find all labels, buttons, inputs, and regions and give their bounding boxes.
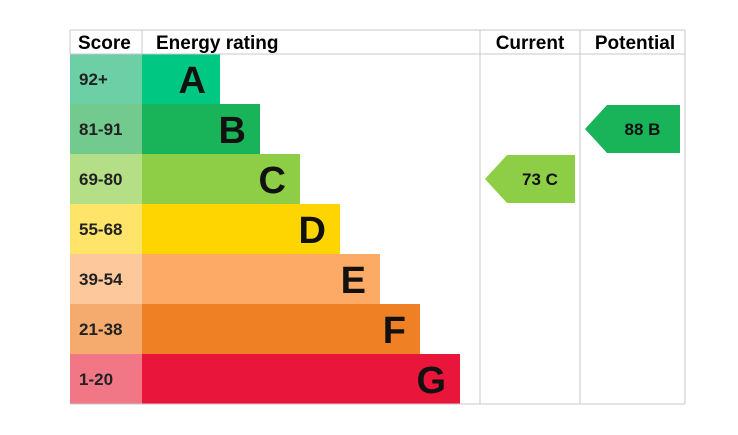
score-range-label: 21-38: [79, 320, 122, 339]
rating-bar: [142, 204, 340, 254]
band-f: 21-38 F: [70, 304, 420, 354]
score-cell: [70, 304, 142, 354]
band-g: 1-20 G: [70, 354, 460, 404]
potential-rating-arrow-shape: [585, 105, 680, 153]
header-row: Score Energy rating Current Potential: [78, 33, 675, 54]
potential-header: Potential: [595, 33, 675, 54]
rating-letter: E: [341, 260, 366, 302]
potential-rating-arrow-label: 88 B: [625, 120, 661, 139]
rating-bar: [142, 304, 420, 354]
current-rating-arrow: 73 C: [485, 155, 575, 203]
score-range-label: 92+: [79, 70, 108, 89]
rating-bar: [142, 154, 300, 204]
score-cell: [70, 254, 142, 304]
score-range-label: 69-80: [79, 170, 122, 189]
score-range-label: 55-68: [79, 220, 122, 239]
rating-bar: [142, 254, 380, 304]
band-e: 39-54 E: [70, 254, 380, 304]
rating-bar: [142, 354, 460, 404]
score-cell: [70, 354, 142, 404]
current-header: Current: [496, 33, 565, 54]
score-cell: [70, 154, 142, 204]
band-c: 69-80 C: [70, 154, 300, 204]
current-rating-arrow-shape: [485, 155, 575, 203]
score-range-label: 81-91: [79, 120, 122, 139]
score-range-label: 1-20: [79, 370, 113, 389]
rating-bar: [142, 54, 220, 104]
score-cell: [70, 104, 142, 154]
score-cell: [70, 204, 142, 254]
rating-arrows: 73 C 88 B: [485, 105, 680, 203]
rating-letter: A: [179, 60, 206, 102]
rating-letter: B: [219, 110, 246, 152]
rating-bands: 92+ A 81-91 B 69-80 C 55-68 D 39-54 E 21-38 F 1-20 G: [70, 54, 460, 404]
rating-bar: [142, 104, 260, 154]
score-cell: [70, 54, 142, 104]
energy-rating-header: Energy rating: [156, 33, 278, 54]
band-a: 92+ A: [70, 54, 220, 104]
rating-letter: C: [259, 160, 286, 202]
rating-letter: G: [416, 360, 446, 402]
score-range-label: 39-54: [79, 270, 123, 289]
score-header: Score: [78, 33, 131, 54]
band-b: 81-91 B: [70, 104, 260, 154]
band-d: 55-68 D: [70, 204, 340, 254]
rating-letter: D: [299, 210, 326, 252]
potential-rating-arrow: 88 B: [585, 105, 680, 153]
current-rating-arrow-label: 73 C: [522, 170, 558, 189]
rating-letter: F: [383, 310, 406, 352]
table-grid: [69, 29, 686, 405]
